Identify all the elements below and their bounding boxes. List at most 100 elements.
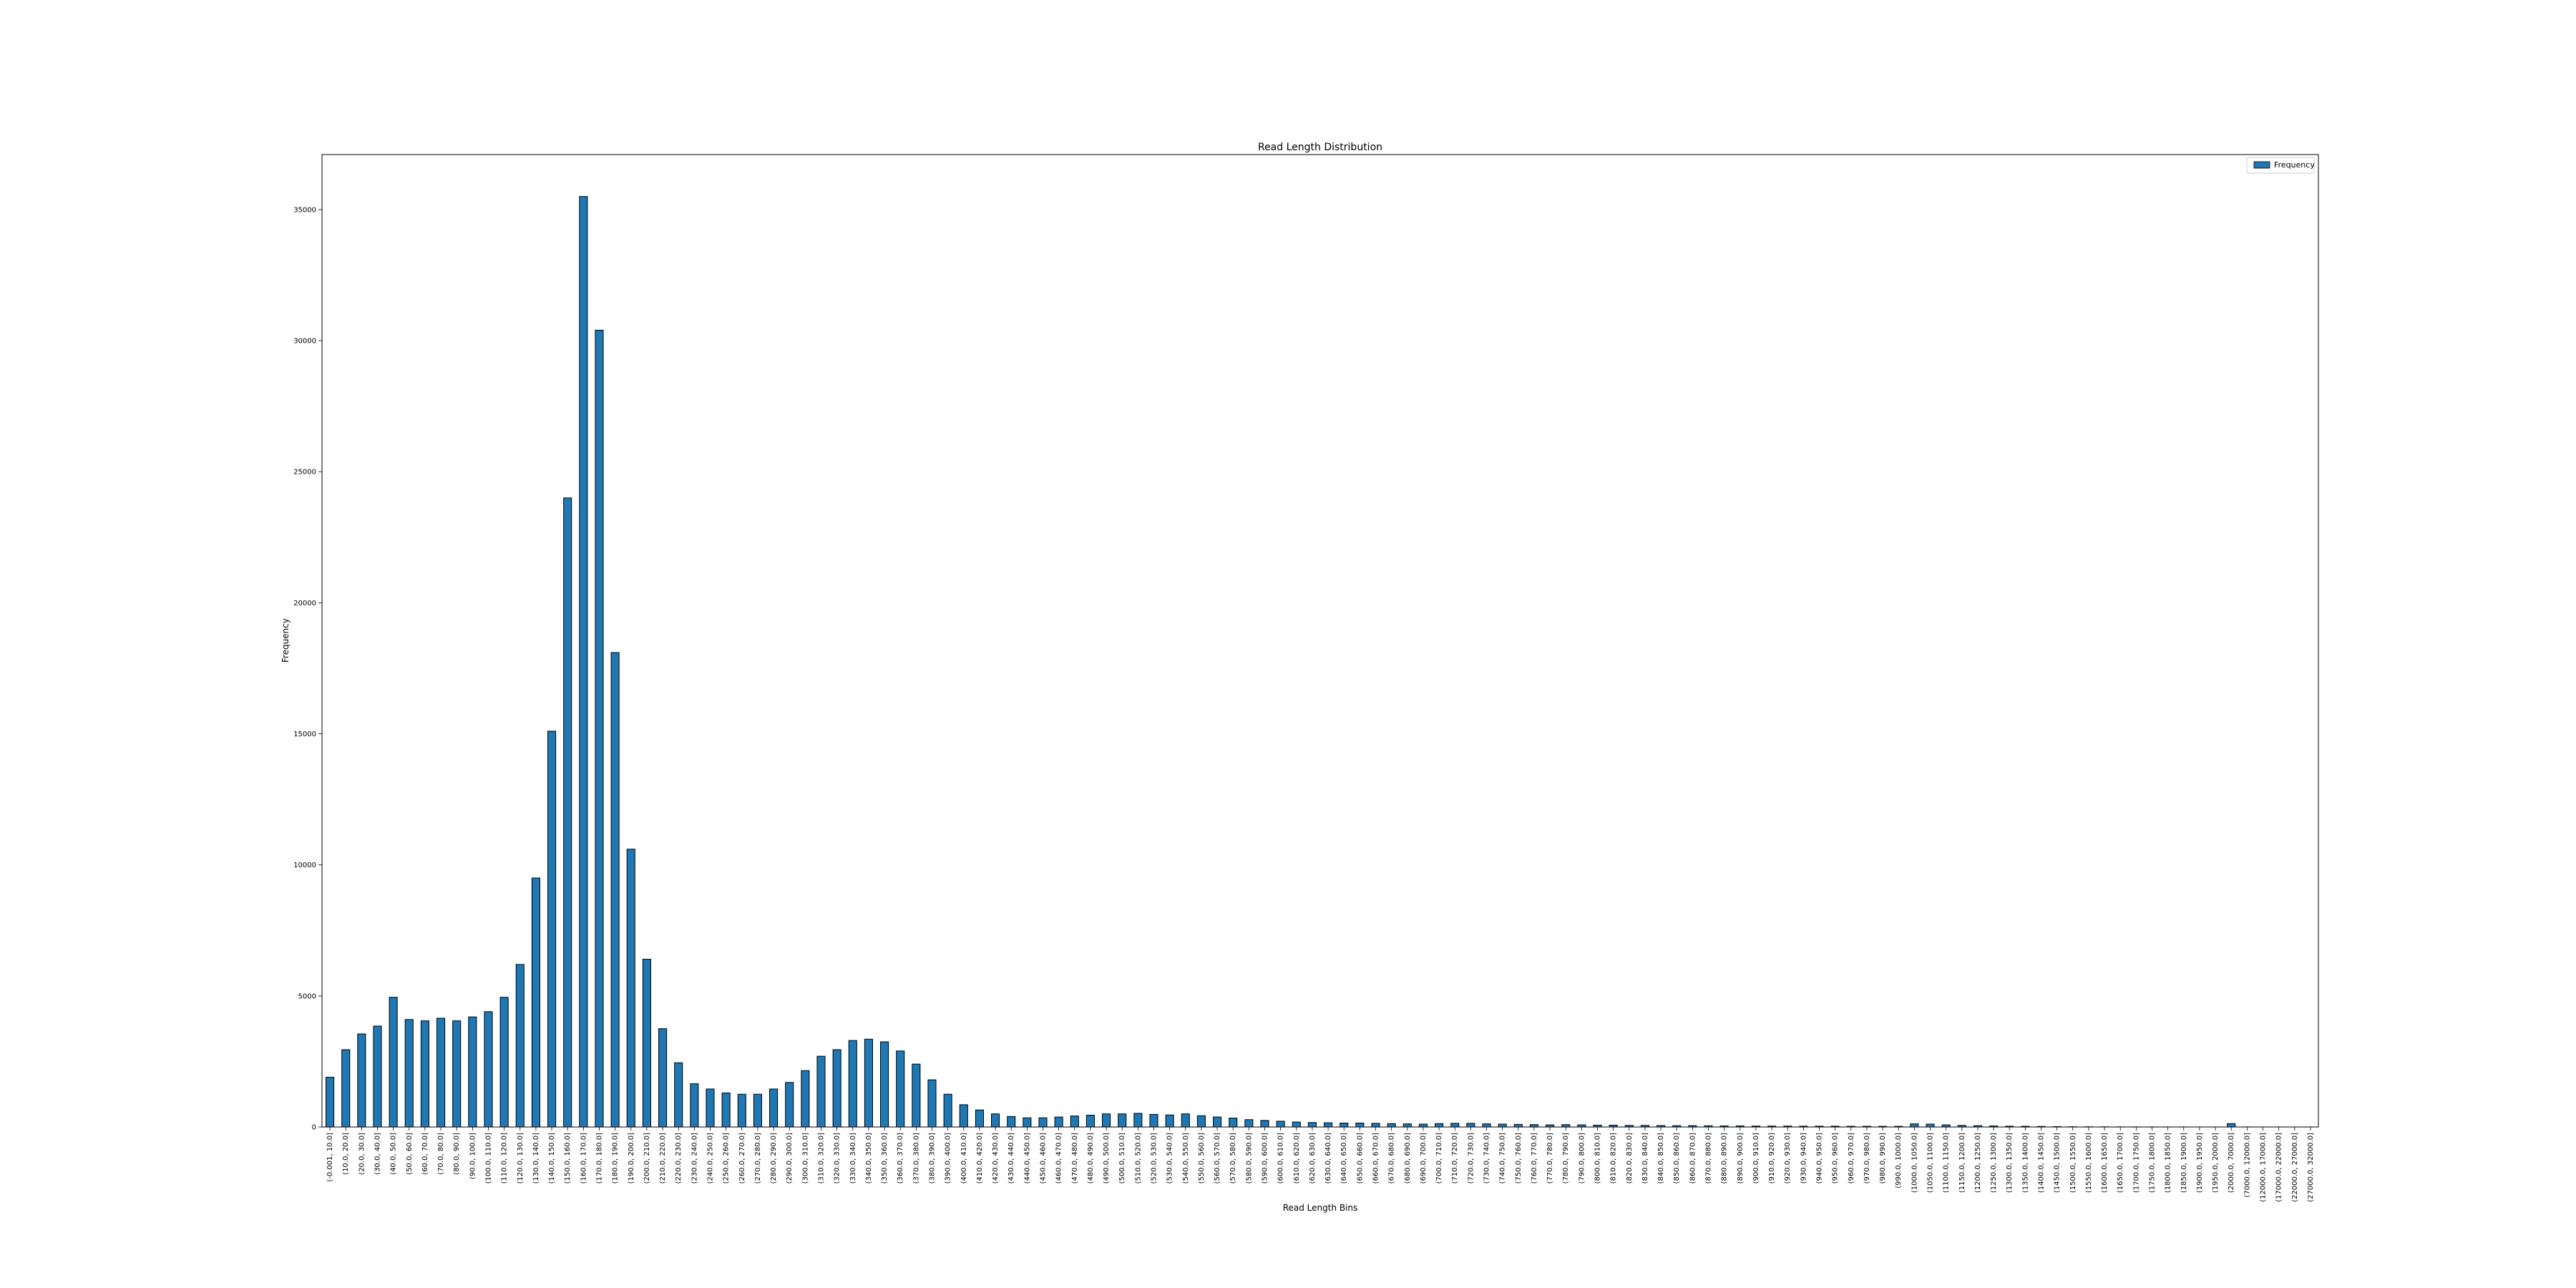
bar — [690, 1083, 699, 1128]
bar — [975, 1109, 984, 1128]
bar — [357, 1033, 366, 1128]
bar — [420, 1020, 429, 1128]
x-tick-label: (740.0, 750.0] — [1499, 1133, 1507, 1184]
x-tick-label: (1300.0, 1350.0] — [2006, 1133, 2014, 1193]
bar — [1181, 1113, 1190, 1128]
bar — [1466, 1123, 1475, 1128]
bar — [864, 1038, 873, 1128]
x-tick-label: (510.0, 520.0] — [1134, 1133, 1142, 1184]
x-tick-label: (860.0, 870.0] — [1689, 1133, 1697, 1184]
bar — [389, 997, 398, 1128]
bar — [626, 849, 635, 1128]
x-tick-label: (570.0, 580.0] — [1229, 1133, 1237, 1184]
y-tick-label: 10000 — [293, 862, 316, 869]
x-tick-label: (770.0, 780.0] — [1546, 1133, 1554, 1184]
x-tick-label: (610.0, 620.0] — [1293, 1133, 1301, 1184]
x-tick-label: (1400.0, 1450.0] — [2038, 1133, 2046, 1193]
x-tick-label: (130.0, 140.0] — [532, 1133, 540, 1184]
x-tick-label: (880.0, 890.0] — [1721, 1133, 1729, 1184]
x-tick-label: (920.0, 930.0] — [1784, 1133, 1792, 1184]
bar — [1402, 1123, 1412, 1128]
bar — [658, 1028, 668, 1128]
bar — [1418, 1123, 1428, 1128]
x-tick-label: (970.0, 980.0] — [1863, 1133, 1871, 1184]
bar — [1102, 1113, 1111, 1128]
bar — [531, 877, 540, 1128]
x-tick-label: (70.0, 80.0] — [437, 1133, 445, 1175]
x-tick-label: (420.0, 430.0] — [992, 1133, 1000, 1184]
x-tick-label: (7000.0, 12000.0] — [2243, 1133, 2251, 1198]
x-tick-label: (780.0, 790.0] — [1562, 1133, 1570, 1184]
x-tick-label: (2000.0, 7000.0] — [2228, 1133, 2235, 1193]
x-tick-label: (1200.0, 1250.0] — [1974, 1133, 1982, 1193]
bar — [816, 1055, 826, 1128]
bar — [1244, 1119, 1254, 1128]
bar — [674, 1062, 683, 1128]
x-tick-label: (460.0, 470.0] — [1055, 1133, 1063, 1184]
x-tick-label: (700.0, 710.0] — [1435, 1133, 1443, 1184]
x-tick-label: (630.0, 640.0] — [1324, 1133, 1332, 1184]
y-tick-label: 35000 — [293, 206, 316, 214]
x-tick-label: (60.0, 70.0] — [421, 1133, 429, 1175]
bar — [1292, 1121, 1301, 1128]
x-tick-label: (500.0, 510.0] — [1118, 1133, 1126, 1184]
x-tick-label: (1550.0, 1600.0] — [2085, 1133, 2093, 1193]
x-tick-label: (930.0, 940.0] — [1800, 1133, 1807, 1184]
x-tick-label: (960.0, 970.0] — [1848, 1133, 1855, 1184]
x-tick-label: (290.0, 300.0] — [786, 1133, 794, 1184]
bar — [1450, 1123, 1460, 1128]
x-tick-label: (450.0, 460.0] — [1040, 1133, 1048, 1184]
x-tick-label: (840.0, 850.0] — [1657, 1133, 1665, 1184]
x-tick-label: (1450.0, 1500.0] — [2054, 1133, 2062, 1193]
x-tick-label: (720.0, 730.0] — [1467, 1133, 1475, 1184]
x-tick-label: (950.0, 960.0] — [1832, 1133, 1840, 1184]
x-tick-label: (12000.0, 17000.0] — [2260, 1133, 2268, 1202]
x-tick-label: (120.0, 130.0] — [517, 1133, 525, 1184]
x-tick-label: (790.0, 800.0] — [1578, 1133, 1586, 1184]
x-tick-label: (1100.0, 1150.0] — [1943, 1133, 1951, 1193]
x-tick-label: (760.0, 770.0] — [1531, 1133, 1538, 1184]
bar — [1070, 1116, 1079, 1128]
x-tick-label: (50.0, 60.0] — [406, 1133, 414, 1175]
bar — [1498, 1123, 1507, 1128]
bar — [1387, 1123, 1396, 1128]
bar — [579, 196, 588, 1128]
bar — [832, 1049, 841, 1128]
plot-frame — [321, 154, 2319, 1128]
x-tick-label: (22000.0, 27000.0] — [2291, 1133, 2299, 1202]
x-tick-label: (520.0, 530.0] — [1151, 1133, 1158, 1184]
bar — [595, 329, 604, 1128]
y-tick-label: 5000 — [298, 992, 316, 1000]
bar — [943, 1093, 952, 1128]
bar — [484, 1011, 493, 1128]
x-tick-label: (280.0, 290.0] — [770, 1133, 778, 1184]
bar — [547, 731, 557, 1128]
x-tick-label: (-0.001, 10.0] — [326, 1133, 334, 1182]
x-tick-label: (560.0, 570.0] — [1214, 1133, 1221, 1184]
bar — [1133, 1113, 1143, 1128]
x-tick-label: (940.0, 950.0] — [1816, 1133, 1824, 1184]
x-axis-ticks: (-0.001, 10.0] (10.0, 20.0] (20.0, 30.0] (3… — [326, 1127, 2315, 1202]
y-tick-label: 25000 — [293, 469, 316, 477]
bar — [721, 1092, 731, 1128]
legend-box — [2246, 157, 2315, 174]
x-tick-label: (980.0, 990.0] — [1879, 1133, 1887, 1184]
x-tick-label: (710.0, 720.0] — [1451, 1133, 1459, 1184]
bar — [1229, 1118, 1238, 1128]
x-tick-label: (1250.0, 1300.0] — [1990, 1133, 1998, 1193]
x-tick-label: (410.0, 420.0] — [976, 1133, 984, 1184]
bar — [1149, 1113, 1158, 1128]
x-tick-label: (600.0, 610.0] — [1277, 1133, 1285, 1184]
x-tick-label: (660.0, 670.0] — [1372, 1133, 1380, 1184]
x-tick-label: (220.0, 230.0] — [675, 1133, 683, 1184]
x-tick-label: (200.0, 210.0] — [643, 1133, 651, 1184]
x-tick-label: (260.0, 270.0] — [738, 1133, 746, 1184]
bar — [1371, 1123, 1380, 1128]
x-tick-label: (1000.0, 1050.0] — [1911, 1133, 1918, 1193]
x-tick-label: (360.0, 370.0] — [897, 1133, 904, 1184]
x-tick-label: (330.0, 340.0] — [849, 1133, 857, 1184]
x-tick-label: (870.0, 880.0] — [1705, 1133, 1713, 1184]
bar — [1038, 1117, 1048, 1128]
bar — [706, 1088, 715, 1128]
x-tick-label: (310.0, 320.0] — [818, 1133, 826, 1184]
